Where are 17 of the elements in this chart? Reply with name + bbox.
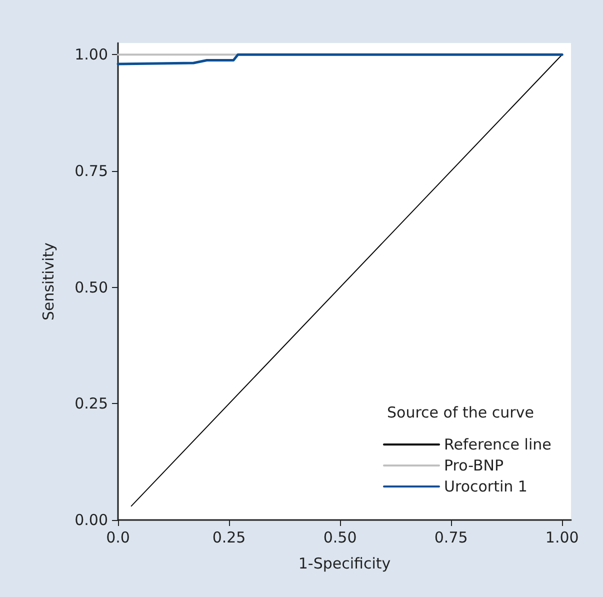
x-tick-label: 0.0 <box>106 528 130 546</box>
legend-label: Pro-BNP <box>444 456 504 474</box>
y-axis-title: Sensitivity <box>40 242 58 321</box>
x-tick-label: 1.00 <box>545 528 579 546</box>
x-axis-title: 1-Specificity <box>298 554 391 572</box>
legend-title: Source of the curve <box>387 404 534 422</box>
y-tick-label: 1.00 <box>74 46 108 64</box>
legend-label: Urocortin 1 <box>444 478 528 496</box>
y-tick-label: 0.00 <box>74 511 108 529</box>
line-series <box>116 53 564 66</box>
x-tick-label: 0.25 <box>212 528 246 546</box>
y-tick-label: 0.25 <box>74 394 108 413</box>
x-tick-label: 0.75 <box>434 528 468 546</box>
x-tick-label: 0.50 <box>323 528 357 546</box>
y-tick-label: 0.50 <box>74 278 108 296</box>
legend-label: Reference line <box>444 436 552 454</box>
y-tick-label: 0.75 <box>74 162 108 180</box>
